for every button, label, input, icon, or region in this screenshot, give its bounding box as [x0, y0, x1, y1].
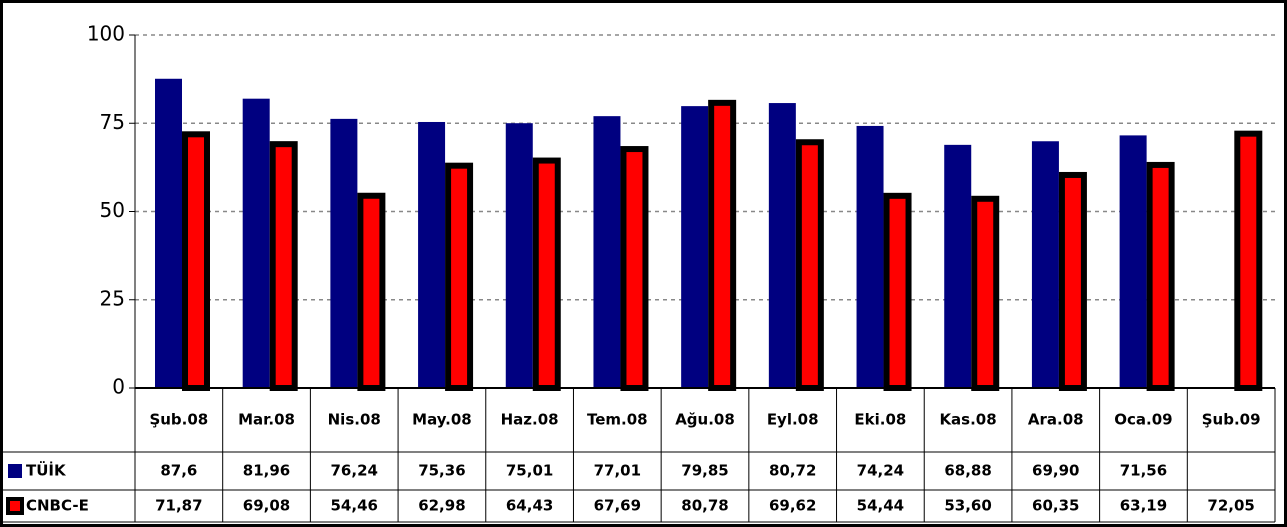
bar: [357, 192, 386, 391]
data-label: 54,44: [857, 497, 904, 515]
data-label: 53,60: [944, 497, 991, 515]
data-label: 74,24: [857, 462, 904, 480]
data-label: 54,46: [331, 497, 378, 515]
bar: [182, 131, 210, 391]
data-label: 87,6: [160, 462, 197, 480]
x-tick-label: May.08: [412, 411, 472, 429]
data-label: 77,01: [594, 462, 641, 480]
data-label: 67,69: [594, 497, 641, 515]
data-label: 71,87: [155, 497, 202, 515]
bar: [681, 106, 709, 388]
y-tick-label: 100: [87, 22, 125, 46]
x-tick-label: Ağu.08: [675, 411, 735, 429]
data-label: 60,35: [1032, 497, 1079, 515]
data-label: 64,43: [506, 497, 553, 515]
bar: [944, 144, 972, 388]
data-label: 63,19: [1120, 497, 1167, 515]
legend-label: TÜİK: [26, 461, 67, 480]
bar: [1119, 135, 1147, 388]
x-tick-label: Tem.08: [587, 411, 648, 429]
x-tick-label: Eyl.08: [767, 411, 819, 429]
x-tick-label: Oca.09: [1114, 411, 1172, 429]
legend-key: [8, 464, 22, 478]
bar: [856, 125, 884, 388]
bar: [269, 141, 298, 391]
data-label: 69,08: [243, 497, 290, 515]
bar: [1058, 171, 1087, 391]
legend-key: [6, 497, 24, 515]
data-label: 68,88: [944, 462, 991, 480]
bar: [418, 121, 446, 389]
x-tick-label: Eki.08: [854, 411, 906, 429]
bar: [445, 162, 474, 391]
bar: [505, 123, 533, 389]
bar: [242, 98, 270, 388]
data-label: 62,98: [418, 497, 465, 515]
legend-label: CNBC-E: [26, 497, 89, 515]
data-label: 80,72: [769, 462, 816, 480]
x-tick-label: Kas.08: [939, 411, 996, 429]
bar: [795, 139, 824, 391]
x-tick-label: Haz.08: [501, 411, 559, 429]
data-label: 69,62: [769, 497, 816, 515]
y-tick-label: 75: [100, 110, 125, 134]
bar: [768, 103, 796, 388]
bar: [532, 157, 561, 391]
data-label: 76,24: [331, 462, 378, 480]
data-label: 81,96: [243, 462, 290, 480]
x-tick-label: Ara.08: [1028, 411, 1084, 429]
bar: [330, 118, 358, 388]
x-tick-label: Şub.09: [1202, 411, 1261, 429]
x-tick-label: Mar.08: [238, 411, 295, 429]
data-label: 75,36: [418, 462, 465, 480]
bar: [971, 195, 1000, 391]
bar: [1234, 130, 1263, 391]
bar: [1031, 141, 1059, 388]
bar: [708, 99, 737, 392]
bar: [883, 192, 912, 391]
bar: [1146, 161, 1175, 391]
data-label: 69,90: [1032, 462, 1079, 480]
x-tick-label: Nis.08: [328, 411, 381, 429]
data-label: 80,78: [681, 497, 728, 515]
x-tick-label: Şub.08: [149, 411, 208, 429]
y-tick-label: 50: [100, 198, 125, 222]
bar: [620, 146, 649, 391]
data-label: 79,85: [681, 462, 728, 480]
bar: [593, 116, 621, 389]
y-tick-label: 0: [112, 375, 125, 399]
bar: [155, 78, 182, 388]
data-label: 72,05: [1207, 497, 1254, 515]
data-label: 75,01: [506, 462, 553, 480]
y-tick-label: 25: [100, 286, 125, 310]
data-label: 71,56: [1120, 462, 1167, 480]
